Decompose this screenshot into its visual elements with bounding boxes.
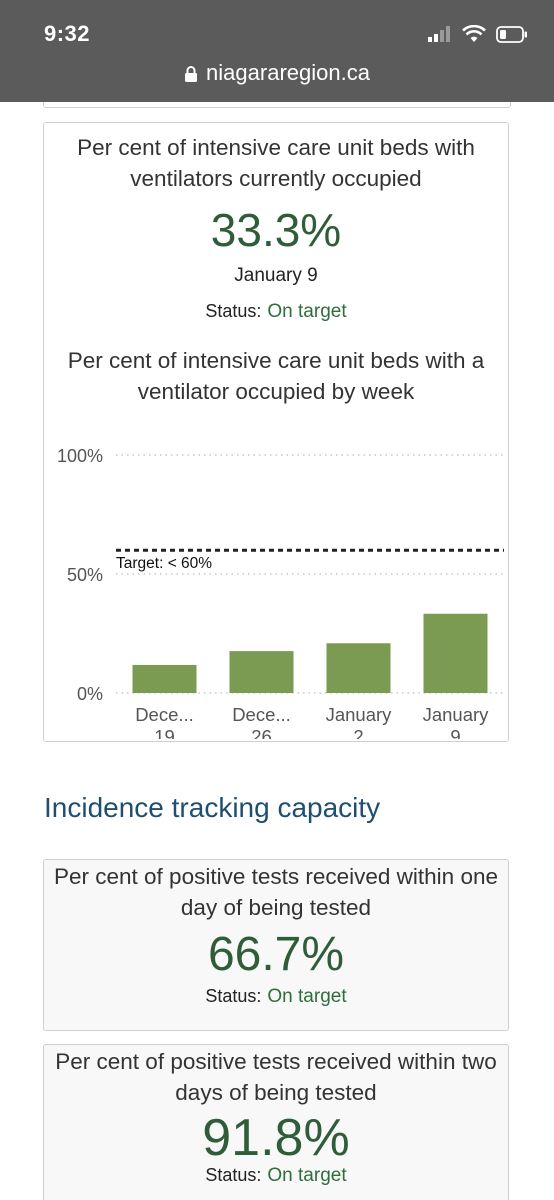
- signal-icon: [428, 26, 450, 42]
- x-tick-label: Dece...: [135, 704, 194, 725]
- y-tick-label: 100%: [57, 446, 103, 466]
- x-tick-label: 9: [450, 726, 460, 739]
- bar: [132, 664, 197, 693]
- icu-ventilator-card: Per cent of intensive care unit beds wit…: [43, 122, 509, 742]
- card-title: Per cent of positive tests received with…: [55, 1049, 497, 1105]
- metric-value: 33.3%: [210, 204, 342, 256]
- page-content[interactable]: Per cent of intensive care unit beds wit…: [0, 102, 554, 1200]
- address-bar[interactable]: niagararegion.ca: [0, 60, 554, 86]
- x-tick-label: January: [423, 704, 490, 725]
- one-day-tests-card: Per cent of positive tests received with…: [43, 859, 509, 1031]
- x-tick-label: Dece...: [232, 704, 291, 725]
- wifi-icon: [462, 25, 486, 42]
- ventilator-bar-chart: 0%50%100%Target: < 60%Dece...19Dece...26…: [57, 446, 504, 739]
- bar: [229, 651, 294, 693]
- section-heading: Incidence tracking capacity: [44, 792, 381, 823]
- metric-value: 66.7%: [207, 928, 345, 981]
- bar: [423, 613, 488, 693]
- status-badge: On target: [267, 1165, 347, 1186]
- url-text: niagararegion.ca: [206, 60, 370, 85]
- status-line: Status: On target: [44, 986, 508, 1008]
- target-label: Target: < 60%: [116, 555, 212, 572]
- status-label: Status:: [205, 986, 262, 1006]
- x-tick-label: 2: [353, 726, 363, 739]
- metric-date: January 9: [234, 265, 318, 286]
- x-tick-label: 19: [154, 726, 175, 739]
- browser-status-bar: 9:32 niagararegion.ca: [0, 0, 554, 102]
- card-title: Per cent of intensive care unit beds wit…: [77, 135, 475, 191]
- x-tick-label: January: [326, 704, 393, 725]
- status-label: Status:: [205, 301, 262, 321]
- lock-icon: [185, 66, 198, 82]
- previous-card-edge: [43, 102, 511, 108]
- battery-icon: [496, 25, 527, 43]
- x-tick-label: 26: [251, 726, 272, 739]
- metric-value: 91.8%: [202, 1109, 350, 1167]
- card-title: Per cent of positive tests received with…: [54, 864, 498, 920]
- status-label: Status:: [205, 1165, 262, 1185]
- two-day-tests-card: Per cent of positive tests received with…: [43, 1044, 509, 1200]
- status-badge: On target: [267, 986, 347, 1007]
- y-tick-label: 50%: [67, 565, 103, 585]
- y-tick-label: 0%: [77, 684, 103, 704]
- bar: [326, 643, 391, 693]
- clock-time: 9:32: [44, 21, 91, 46]
- status-badge: On target: [267, 301, 347, 322]
- status-icons: [428, 22, 528, 46]
- chart-title: Per cent of intensive care unit beds wit…: [67, 348, 485, 404]
- status-line: Status: On target: [44, 301, 508, 323]
- status-line: Status: On target: [44, 1165, 508, 1187]
